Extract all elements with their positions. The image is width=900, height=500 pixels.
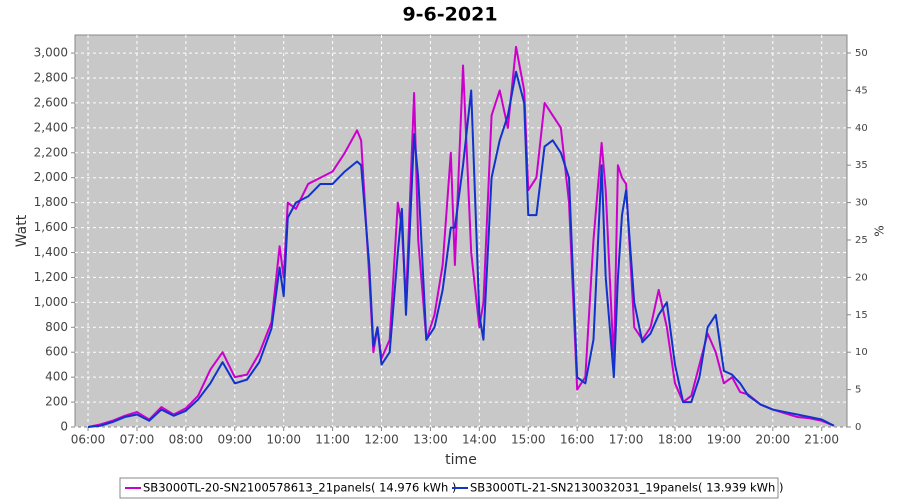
y2-tick-label: 50 (855, 48, 868, 59)
y2-tick-label: 15 (855, 310, 868, 321)
x-axis-label: time (445, 452, 477, 468)
y2-axis-label: % (873, 225, 887, 236)
y-tick-label: 0 (60, 420, 68, 434)
series-line (87, 70, 835, 428)
legend-box (119, 477, 779, 499)
x-tick-label: 19:00 (707, 433, 742, 447)
y2-tick-label: 25 (855, 235, 868, 246)
y-tick-label: 2,200 (34, 145, 68, 159)
legend-label: SB3000TL-21-SN2130032031_19panels( 13.93… (470, 481, 783, 495)
x-tick-label: 10:00 (266, 433, 301, 447)
x-tick-label: 08:00 (169, 433, 204, 447)
y-tick-label: 400 (45, 370, 68, 384)
series-line (87, 45, 835, 428)
y-tick-label: 600 (45, 345, 68, 359)
x-tick-label: 11:00 (315, 433, 350, 447)
y-tick-label: 2,000 (34, 170, 68, 184)
x-tick-label: 20:00 (756, 433, 791, 447)
y-tick-label: 1,600 (34, 220, 68, 234)
y2-tick-label: 30 (855, 198, 868, 209)
y-tick-label: 2,400 (34, 120, 68, 134)
y2-tick-label: 35 (855, 160, 868, 171)
x-tick-label: 16:00 (560, 433, 595, 447)
y-tick-label: 800 (45, 320, 68, 334)
y2-tick-label: 40 (855, 123, 868, 134)
y-axis-label: Watt (14, 214, 30, 247)
y-tick-label: 3,000 (34, 46, 68, 60)
x-tick-label: 21:00 (804, 433, 839, 447)
x-tick-label: 15:00 (511, 433, 546, 447)
y-tick-label: 200 (45, 395, 68, 409)
y2-tick-label: 0 (855, 422, 861, 433)
x-tick-label: 12:00 (364, 433, 399, 447)
y2-tick-label: 10 (855, 347, 868, 358)
y-tick-label: 2,600 (34, 95, 68, 109)
legend-label: SB3000TL-20-SN2100578613_21panels( 14.97… (143, 481, 456, 495)
x-tick-label: 14:00 (462, 433, 497, 447)
y-tick-label: 1,200 (34, 270, 68, 284)
x-tick-label: 09:00 (217, 433, 252, 447)
y2-tick-label: 20 (855, 272, 868, 283)
x-tick-label: 06:00 (71, 433, 106, 447)
y2-tick-label: 5 (855, 385, 861, 396)
x-tick-label: 07:00 (120, 433, 155, 447)
y-tick-label: 1,800 (34, 195, 68, 209)
chart-title: 9-6-2021 (402, 4, 497, 26)
y2-tick-label: 45 (855, 85, 868, 96)
x-tick-label: 13:00 (413, 433, 448, 447)
x-tick-label: 18:00 (658, 433, 693, 447)
y-tick-label: 1,000 (34, 295, 68, 309)
y-tick-label: 1,400 (34, 245, 68, 259)
y-tick-label: 2,800 (34, 71, 68, 85)
x-tick-label: 17:00 (609, 433, 644, 447)
